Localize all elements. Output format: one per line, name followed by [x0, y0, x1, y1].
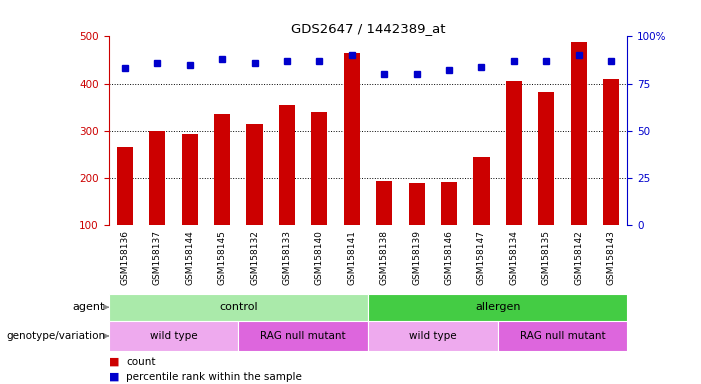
- Bar: [117, 147, 133, 225]
- Text: GSM158142: GSM158142: [574, 230, 583, 285]
- Bar: [343, 53, 360, 225]
- Bar: [441, 182, 457, 225]
- Title: GDS2647 / 1442389_at: GDS2647 / 1442389_at: [291, 22, 445, 35]
- Text: genotype/variation: genotype/variation: [6, 331, 105, 341]
- Text: percentile rank within the sample: percentile rank within the sample: [126, 372, 302, 382]
- Bar: [571, 42, 587, 225]
- Text: allergen: allergen: [475, 302, 520, 312]
- Bar: [603, 79, 619, 225]
- Text: wild type: wild type: [150, 331, 197, 341]
- Bar: [368, 321, 498, 351]
- Text: GSM158137: GSM158137: [153, 230, 162, 285]
- Text: GSM158141: GSM158141: [347, 230, 356, 285]
- Bar: [279, 105, 295, 225]
- Text: ■: ■: [109, 372, 119, 382]
- Bar: [149, 131, 165, 225]
- Text: count: count: [126, 357, 156, 367]
- Bar: [506, 81, 522, 225]
- Bar: [182, 134, 198, 225]
- Text: GSM158138: GSM158138: [380, 230, 389, 285]
- Text: GSM158133: GSM158133: [283, 230, 292, 285]
- Bar: [376, 181, 393, 225]
- Text: GSM158145: GSM158145: [217, 230, 226, 285]
- Text: ■: ■: [109, 357, 119, 367]
- Text: RAG null mutant: RAG null mutant: [519, 331, 606, 341]
- Text: GSM158143: GSM158143: [606, 230, 615, 285]
- Bar: [238, 321, 368, 351]
- Bar: [473, 157, 489, 225]
- Text: GSM158132: GSM158132: [250, 230, 259, 285]
- Text: RAG null mutant: RAG null mutant: [260, 331, 346, 341]
- Bar: [498, 321, 627, 351]
- Text: GSM158144: GSM158144: [185, 230, 194, 285]
- Text: GSM158146: GSM158146: [444, 230, 454, 285]
- Text: GSM158134: GSM158134: [510, 230, 519, 285]
- Text: GSM158135: GSM158135: [542, 230, 551, 285]
- Text: control: control: [219, 302, 258, 312]
- Text: GSM158147: GSM158147: [477, 230, 486, 285]
- Bar: [538, 91, 554, 225]
- Text: agent: agent: [73, 302, 105, 312]
- Bar: [368, 294, 627, 321]
- Bar: [214, 114, 230, 225]
- Text: wild type: wild type: [409, 331, 456, 341]
- Bar: [311, 112, 327, 225]
- Text: GSM158140: GSM158140: [315, 230, 324, 285]
- Text: GSM158139: GSM158139: [412, 230, 421, 285]
- Bar: [109, 294, 368, 321]
- Bar: [409, 183, 425, 225]
- Bar: [247, 124, 263, 225]
- Bar: [109, 321, 238, 351]
- Text: GSM158136: GSM158136: [121, 230, 130, 285]
